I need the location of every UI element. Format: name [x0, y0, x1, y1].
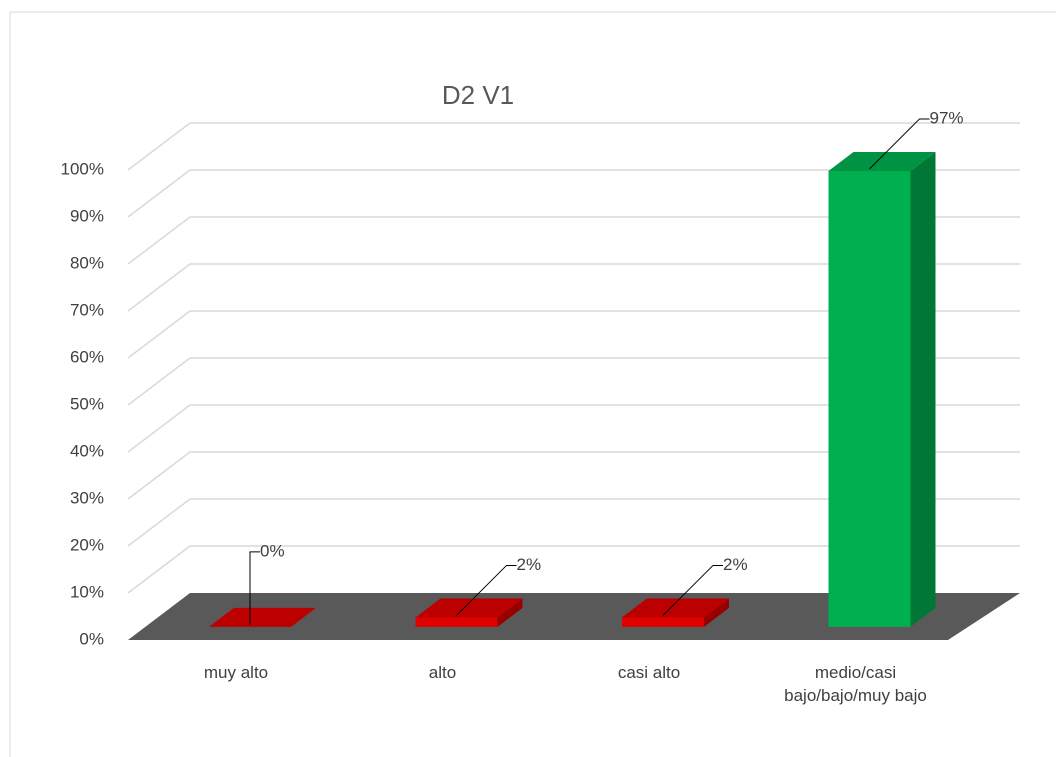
bar-side-shade — [910, 151, 936, 627]
bar-side-shade — [704, 598, 729, 627]
y-tick-label: 10% — [70, 582, 104, 601]
data-label: 2% — [723, 555, 748, 574]
grid-line — [127, 216, 191, 265]
bar-top-shade — [209, 607, 316, 627]
data-label: 97% — [930, 108, 964, 127]
chart-title: D2 V1 — [442, 80, 514, 110]
y-tick-label: 50% — [70, 394, 104, 413]
bar — [209, 607, 316, 627]
grid-line — [127, 498, 191, 547]
x-tick-label: casi alto — [617, 663, 681, 682]
bar-side — [497, 598, 523, 627]
grid-line — [127, 357, 191, 406]
bar-top — [828, 151, 936, 171]
bar-top-shade — [828, 151, 936, 171]
grid-line — [127, 310, 191, 359]
bar — [415, 598, 523, 627]
bar-side — [910, 151, 936, 627]
grid-line — [127, 451, 191, 500]
leader-line — [662, 564, 723, 616]
bar-side-shade — [497, 598, 523, 627]
y-tick-label: 40% — [70, 441, 104, 460]
grid-line — [127, 122, 191, 171]
y-tick-label: 20% — [70, 535, 104, 554]
x-tick-label: muy alto — [203, 663, 269, 682]
y-tick-label: 60% — [70, 347, 104, 366]
bar-front — [415, 617, 498, 627]
floor — [128, 593, 1020, 640]
leader-line — [456, 564, 517, 616]
data-label: 0% — [260, 541, 285, 560]
bar — [622, 598, 729, 627]
y-tick-label: 70% — [70, 300, 104, 319]
x-tick-label: alto — [428, 663, 457, 682]
bar-front — [622, 617, 704, 627]
bar-top — [622, 598, 729, 618]
bar-side — [704, 598, 729, 627]
data-label: 2% — [517, 555, 542, 574]
y-tick-label: 80% — [70, 253, 104, 272]
grid-line — [127, 263, 191, 312]
y-tick-label: 100% — [61, 159, 104, 178]
grid-line — [127, 169, 191, 218]
y-tick-label: 30% — [70, 488, 104, 507]
bar — [828, 151, 936, 627]
bar-top-shade — [415, 598, 523, 618]
leader-line — [869, 118, 930, 170]
leader-line — [249, 551, 260, 625]
x-tick-label: medio/casi bajo/bajo/muy bajo — [784, 663, 927, 705]
y-tick-label: 0% — [79, 629, 104, 648]
grid-line — [127, 545, 191, 594]
bar-top — [415, 598, 523, 618]
y-tick-label: 90% — [70, 206, 104, 225]
bar-top-shade — [622, 598, 729, 618]
bar-top — [209, 607, 316, 627]
bar-front — [828, 170, 911, 627]
grid-line — [127, 404, 191, 453]
